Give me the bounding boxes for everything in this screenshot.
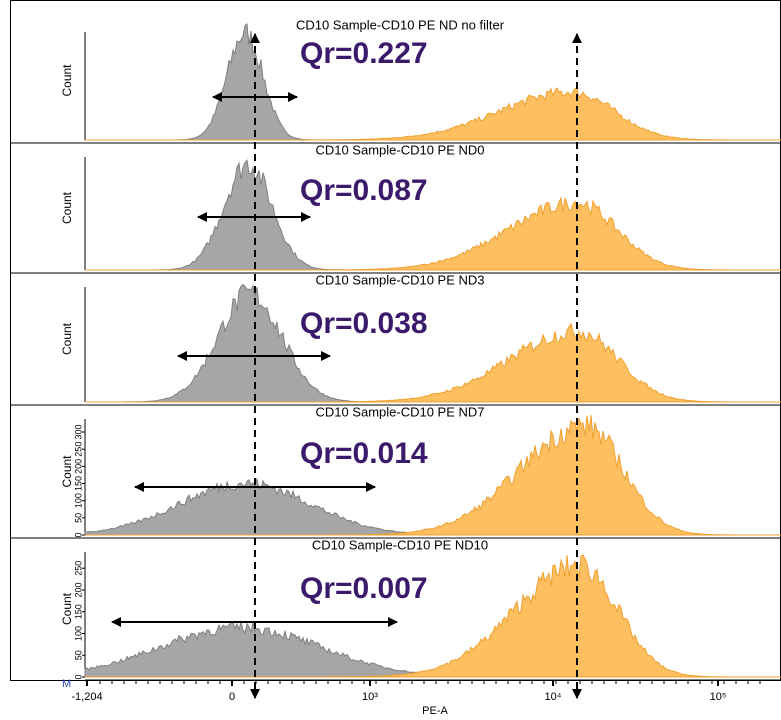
y-tick-label: 0 bbox=[73, 674, 83, 679]
y-tick-label: 50 bbox=[73, 513, 83, 523]
histogram bbox=[85, 86, 781, 141]
y-label: Count bbox=[60, 592, 74, 625]
histogram bbox=[85, 322, 781, 403]
y-label: Count bbox=[60, 64, 74, 97]
y-tick-label: 250 bbox=[73, 561, 83, 576]
y-label: Count bbox=[60, 455, 74, 488]
annotation: Qr=0.227 bbox=[300, 37, 428, 70]
panel-title: CD10 Sample-CD10 PE ND0 bbox=[315, 142, 484, 157]
y-tick-label: 200 bbox=[73, 459, 83, 474]
annotation: Qr=0.007 bbox=[300, 572, 428, 605]
annotation: Qr=0.038 bbox=[300, 307, 428, 340]
y-label: Count bbox=[60, 191, 74, 224]
histogram bbox=[85, 554, 781, 678]
panel-title: CD10 Sample-CD10 PE ND7 bbox=[315, 404, 484, 419]
y-label: Count bbox=[60, 322, 74, 355]
y-tick-label: 0 bbox=[73, 532, 83, 537]
annotation: Qr=0.014 bbox=[300, 437, 428, 470]
y-tick-label: 100 bbox=[73, 493, 83, 508]
panel-title: CD10 Sample-CD10 PE ND10 bbox=[312, 537, 488, 552]
x-tick-label: 10⁵ bbox=[710, 691, 727, 703]
x-label: PE-A bbox=[422, 705, 448, 717]
histogram bbox=[85, 414, 781, 536]
y-tick-label: 150 bbox=[73, 604, 83, 619]
annotation: Qr=0.087 bbox=[300, 174, 428, 207]
panel-title: CD10 Sample-CD10 PE ND3 bbox=[315, 272, 484, 287]
y-tick-label: 200 bbox=[73, 582, 83, 597]
histogram bbox=[85, 23, 781, 141]
y-tick-label: 100 bbox=[73, 626, 83, 641]
x-tick-label: 0 bbox=[229, 691, 235, 703]
y-tick-label: 50 bbox=[73, 650, 83, 660]
x-tick-label: 10³ bbox=[362, 691, 378, 703]
x-tick-label: 10⁴ bbox=[545, 691, 562, 703]
y-tick-label: 150 bbox=[73, 476, 83, 491]
x-tick-label: -1,204 bbox=[71, 691, 102, 703]
gate-marker: M bbox=[62, 678, 71, 690]
y-tick-label: 250 bbox=[73, 442, 83, 457]
histogram bbox=[84, 621, 781, 678]
histogram bbox=[85, 159, 781, 271]
panel-title: CD10 Sample-CD10 PE ND no filter bbox=[296, 17, 505, 32]
histogram bbox=[85, 196, 781, 271]
y-tick-label: 300 bbox=[73, 424, 83, 439]
histogram bbox=[85, 283, 781, 403]
